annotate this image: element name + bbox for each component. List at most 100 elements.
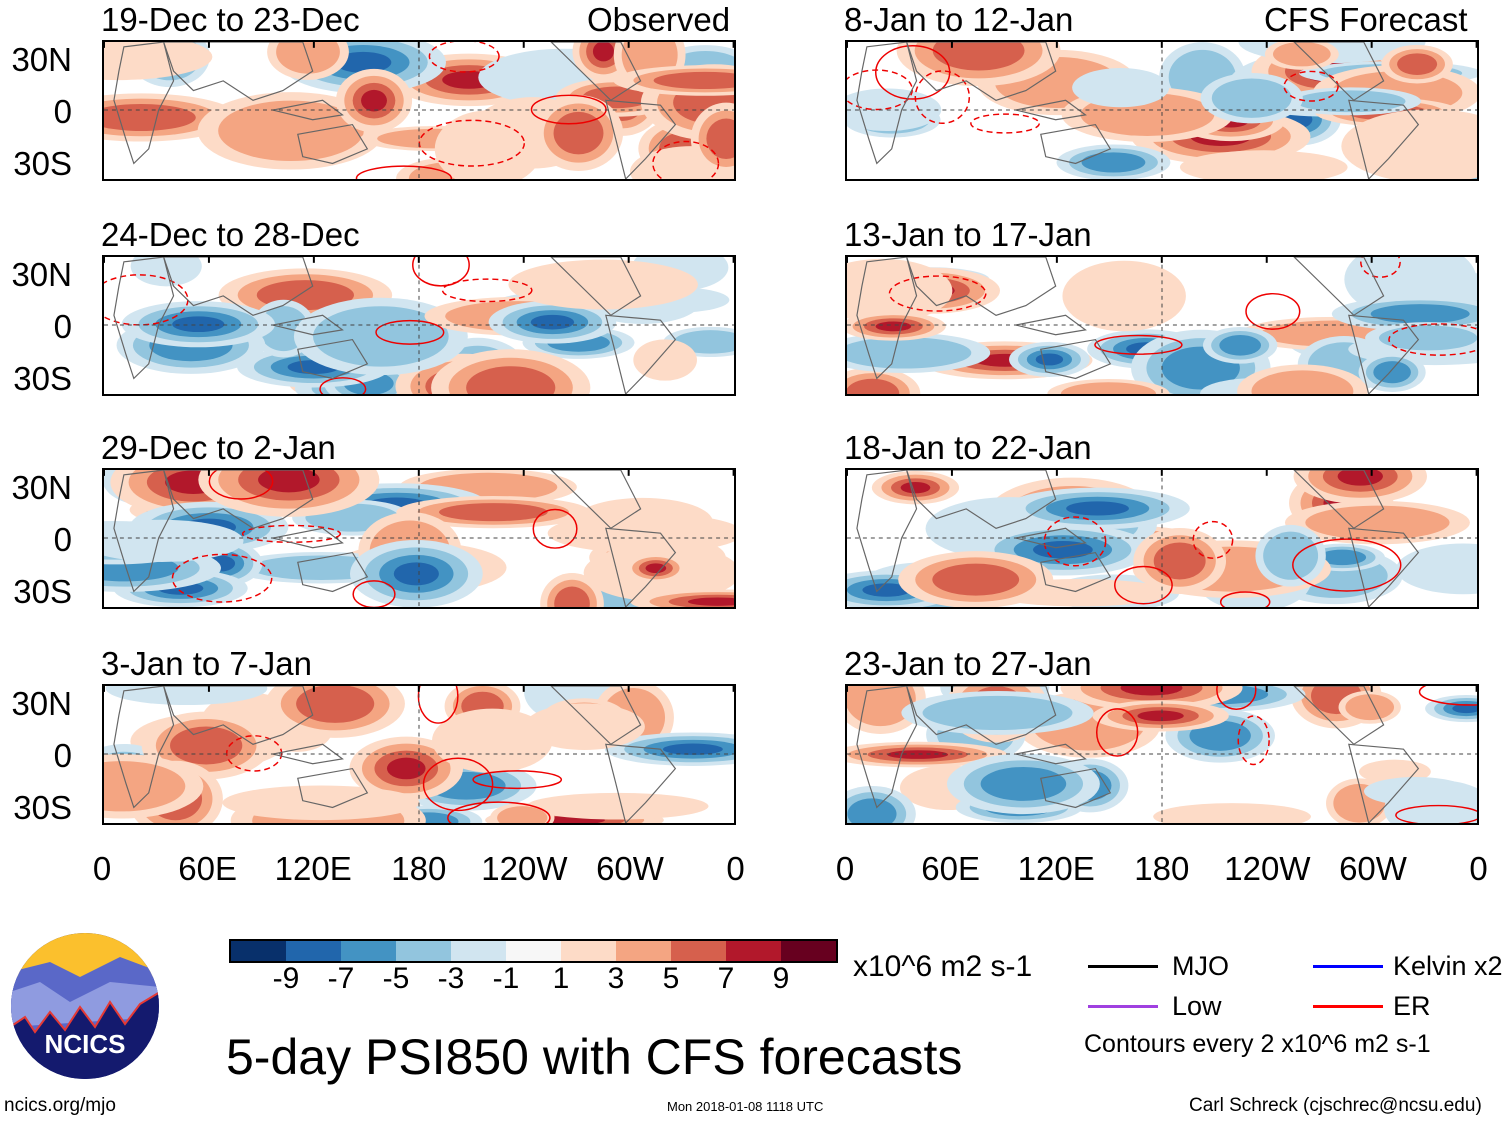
coastlines (113, 686, 677, 823)
colorbar-label: -9 (272, 962, 300, 995)
er-contour (417, 686, 459, 724)
lat-label: 30N (11, 256, 72, 293)
positive-anomaly (1341, 109, 1477, 179)
negative-anomaly (1370, 304, 1470, 324)
colorbar-label: 3 (607, 962, 625, 995)
positive-anomaly (434, 110, 543, 179)
negative-anomaly (847, 798, 897, 823)
positive-anomaly (706, 118, 734, 159)
positive-anomaly (1397, 53, 1438, 76)
negative-anomaly (130, 257, 202, 287)
er-contour (171, 553, 273, 603)
lat-label: 30S (13, 573, 72, 610)
negative-anomaly (1396, 543, 1477, 595)
positive-anomaly (1153, 803, 1311, 823)
legend-kelvin: Kelvin x2 (1393, 951, 1503, 981)
footer-url[interactable]: ncics.org/mjo (4, 1095, 116, 1116)
er-contour (447, 801, 551, 823)
er-contour (1043, 516, 1107, 567)
map-panel (102, 255, 736, 396)
colorbar-label: 9 (772, 962, 790, 995)
positive-anomaly (296, 686, 375, 723)
lat-label: 30N (11, 41, 72, 78)
lat-label: 0 (53, 521, 72, 558)
lon-label: 120W (481, 850, 568, 887)
negative-anomaly (1363, 776, 1469, 806)
panel-title: 8-Jan to 12-Jan (844, 1, 1074, 38)
positive-anomaly (104, 761, 186, 812)
figure-title: 5-day PSI850 with CFS forecasts (226, 1029, 963, 1085)
legend-er: ER (1393, 991, 1431, 1021)
colorbar-swatch (616, 941, 671, 961)
positive-anomaly (1120, 686, 1183, 696)
er-contour (428, 42, 500, 73)
positive-anomaly (1251, 370, 1354, 394)
low-line-icon (1088, 1005, 1158, 1008)
positive-anomaly (1137, 710, 1184, 722)
negative-anomaly (1263, 531, 1319, 580)
er-contour (970, 113, 1040, 134)
negative-anomaly (1219, 335, 1261, 356)
negative-anomaly (662, 743, 723, 755)
er-contour (441, 278, 533, 303)
panel-title: 3-Jan to 7-Jan (101, 645, 312, 682)
legend-mjo: MJO (1172, 951, 1229, 981)
negative-anomaly (847, 337, 972, 369)
lon-label: 120E (274, 850, 352, 887)
er-contour (412, 257, 470, 287)
colorbar (229, 939, 838, 963)
colorbar-swatch (341, 941, 396, 961)
colorbar-swatch (451, 941, 506, 961)
er-contour (225, 735, 283, 772)
positive-anomaly (645, 563, 667, 574)
positive-anomaly (170, 726, 243, 765)
er-contour (1395, 804, 1477, 823)
negative-anomaly (530, 314, 575, 330)
lat-label: 30N (11, 685, 72, 722)
colorbar-swatch (781, 941, 836, 961)
colorbar-swatch (506, 941, 561, 961)
colorbar-label: -5 (382, 962, 410, 995)
colorbar-swatch (671, 941, 726, 961)
er-contour (1283, 70, 1339, 102)
er-contour (355, 165, 453, 179)
positive-anomaly (653, 71, 734, 90)
negative-anomaly (862, 583, 911, 597)
negative-anomaly (1452, 703, 1477, 714)
positive-anomaly (524, 703, 645, 750)
negative-anomaly (172, 316, 225, 333)
panel-title: 29-Dec to 2-Jan (101, 429, 336, 466)
er-contour (1388, 323, 1477, 356)
lon-label: 0 (726, 850, 745, 887)
logo-text: NCICS (45, 1029, 126, 1059)
er-contour (1418, 686, 1477, 706)
positive-anomaly (887, 750, 949, 759)
colorbar-label: 5 (662, 962, 680, 995)
colorbar-label: -1 (492, 962, 520, 995)
coastlines (113, 470, 677, 607)
er-contour (874, 45, 951, 100)
er-contour (1216, 686, 1257, 710)
panel-title: 18-Jan to 22-Jan (844, 429, 1092, 466)
negative-anomaly (1318, 549, 1367, 566)
colorbar-label: 7 (717, 962, 735, 995)
positive-anomaly (526, 792, 709, 820)
lon-label: 180 (1134, 850, 1190, 887)
map-panel (845, 255, 1479, 396)
er-contour (422, 757, 494, 812)
positive-anomaly (1345, 694, 1395, 721)
er-contour (472, 770, 563, 790)
negative-anomaly (980, 766, 1067, 801)
coastlines (113, 42, 677, 179)
positive-anomaly (547, 513, 734, 554)
colorbar-label: -7 (327, 962, 355, 995)
lon-label: 180 (391, 850, 447, 887)
panel-title: 13-Jan to 17-Jan (844, 216, 1092, 253)
positive-anomaly (875, 321, 912, 332)
negative-anomaly (334, 51, 392, 73)
er-contour (1095, 708, 1139, 757)
colorbar-swatch (286, 941, 341, 961)
map-panel (845, 684, 1479, 825)
er-contour (375, 319, 445, 345)
positive-anomaly (847, 258, 953, 323)
